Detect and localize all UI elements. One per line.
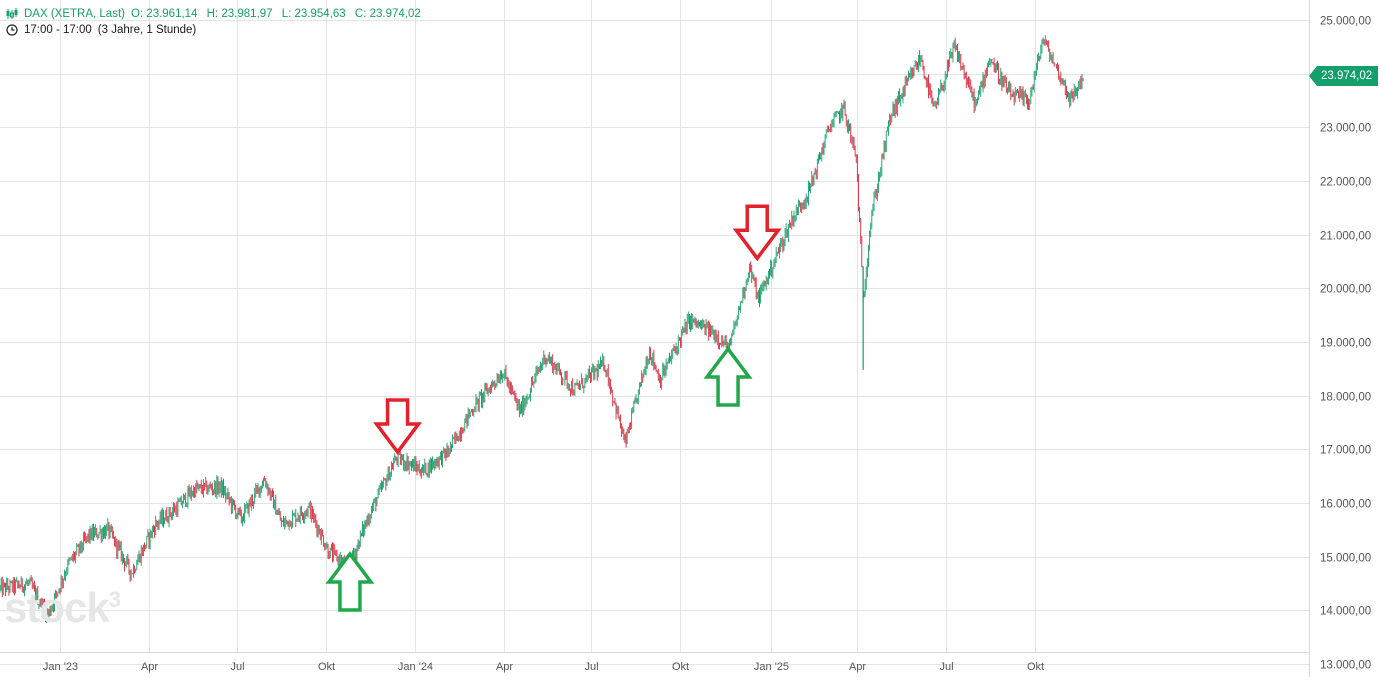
- low-value: L: 23.954,63: [281, 8, 346, 20]
- green-up-arrow: [703, 346, 753, 407]
- open-value: O: 23.961,14: [130, 8, 198, 20]
- x-tick-label: Jan '24: [398, 661, 433, 673]
- y-tick-label: 16.000,00: [1320, 499, 1371, 511]
- timeframe-range: (3 Jahre, 1 Stunde): [97, 24, 197, 36]
- x-tick-label: Apr: [496, 661, 513, 673]
- y-tick-label: 18.000,00: [1320, 392, 1371, 404]
- y-tick-label: 17.000,00: [1320, 445, 1371, 457]
- annotation-arrows: [325, 204, 782, 612]
- red-down-arrow: [373, 398, 423, 455]
- x-axis-ticks: Jan '23 Apr Jul Okt Jan '24 Apr Jul Okt Jan '25 A…: [43, 661, 1044, 673]
- chart-header: DAX (XETRA, Last) O: 23.961,14 H: 23.981…: [6, 6, 427, 38]
- session-time: 17:00 - 17:00: [24, 24, 92, 36]
- x-tick-label: Apr: [849, 661, 866, 673]
- candles: [0, 35, 1084, 624]
- last-price-badge: 23.974,02: [1309, 66, 1379, 86]
- close-value: C: 23.974,02: [354, 8, 421, 20]
- x-tick-label: Okt: [672, 661, 689, 673]
- x-tick-label: Jul: [584, 661, 598, 673]
- x-tick-label: Apr: [141, 661, 158, 673]
- x-tick-label: Jan '23: [43, 661, 78, 673]
- ohlc-values: O: 23.961,14 H: 23.981,97 L: 23.954,63 C…: [131, 6, 427, 22]
- clock-icon: [6, 24, 18, 36]
- session-row: 17:00 - 17:00 (3 Jahre, 1 Stunde): [6, 22, 427, 38]
- y-tick-label: 25.000,00: [1320, 16, 1371, 28]
- y-tick-label: 23.000,00: [1320, 123, 1371, 135]
- grid: [0, 0, 1309, 665]
- y-tick-label: 22.000,00: [1320, 177, 1371, 189]
- brand-watermark: stock3: [4, 584, 121, 632]
- instrument-name: DAX (XETRA, Last): [24, 8, 125, 20]
- y-tick-label: 14.000,00: [1320, 606, 1371, 618]
- x-tick-label: Jul: [939, 661, 953, 673]
- x-tick-label: Jan '25: [754, 661, 789, 673]
- green-up-arrow: [325, 551, 375, 612]
- watermark-sup: 3: [108, 587, 121, 612]
- y-tick-label: 19.000,00: [1320, 338, 1371, 350]
- watermark-text: stock: [4, 584, 110, 631]
- x-tick-label: Jul: [230, 661, 244, 673]
- high-value: H: 23.981,97: [206, 8, 273, 20]
- y-tick-label: 13.000,00: [1320, 660, 1371, 672]
- y-tick-label: 15.000,00: [1320, 553, 1371, 565]
- y-tick-label: 21.000,00: [1320, 231, 1371, 243]
- y-tick-label: 20.000,00: [1320, 284, 1371, 296]
- ohlc-row: DAX (XETRA, Last) O: 23.961,14 H: 23.981…: [6, 6, 427, 22]
- x-tick-label: Okt: [318, 661, 335, 673]
- y-axis-ticks: 13.000,00 14.000,00 15.000,00 16.000,00 17.0…: [1320, 16, 1371, 672]
- candlestick-icon[interactable]: [6, 8, 18, 20]
- x-tick-label: Okt: [1027, 661, 1044, 673]
- red-down-arrow: [732, 204, 782, 262]
